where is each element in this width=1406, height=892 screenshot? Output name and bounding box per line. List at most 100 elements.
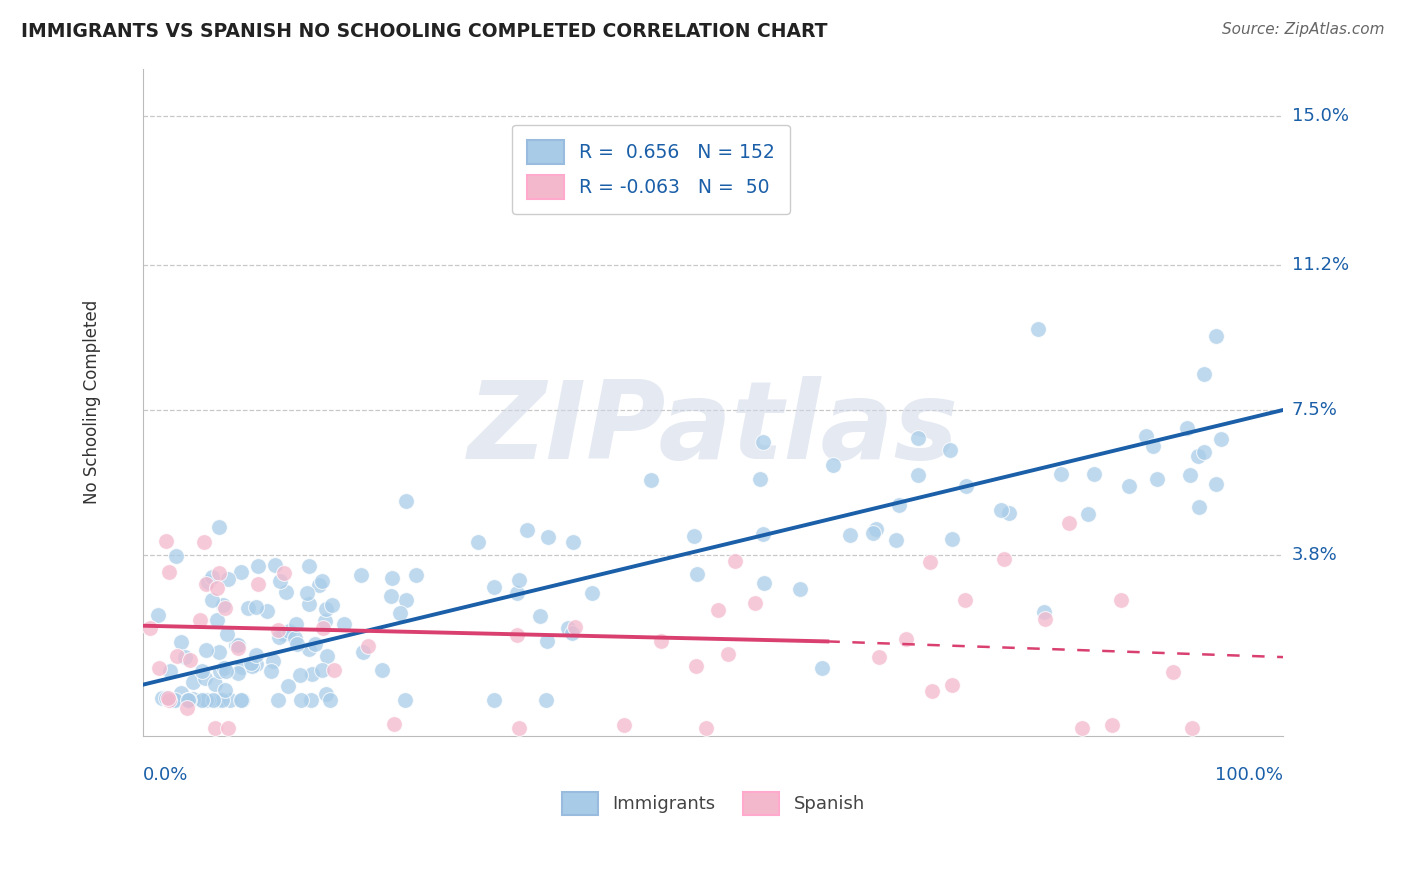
Point	[395, 493, 418, 508]
Point	[640, 473, 662, 487]
Point	[506, 586, 529, 600]
Point	[138, 621, 160, 635]
Point	[941, 677, 963, 691]
Point	[174, 649, 197, 664]
Point	[997, 506, 1019, 520]
Point	[308, 578, 330, 592]
Point	[208, 645, 231, 659]
Point	[245, 648, 267, 662]
Point	[183, 691, 205, 706]
Point	[146, 607, 169, 622]
Point	[752, 435, 775, 450]
Point	[685, 659, 707, 673]
Point	[297, 559, 319, 574]
Point	[484, 693, 506, 707]
Point	[214, 661, 236, 675]
Point	[159, 693, 181, 707]
Point	[197, 575, 219, 590]
Point	[246, 576, 269, 591]
Point	[229, 565, 252, 579]
Point	[214, 601, 236, 615]
Point	[177, 693, 200, 707]
Legend: Immigrants, Spanish: Immigrants, Spanish	[555, 785, 872, 822]
Point	[188, 613, 211, 627]
Point	[537, 530, 560, 544]
Point	[169, 635, 191, 649]
Point	[887, 498, 910, 512]
Point	[290, 693, 312, 707]
Point	[298, 641, 321, 656]
Point	[1057, 516, 1080, 531]
Point	[267, 630, 290, 644]
Point	[1035, 612, 1057, 626]
Point	[388, 606, 411, 620]
Point	[225, 638, 247, 652]
Point	[159, 665, 181, 679]
Point	[865, 522, 887, 536]
Point	[191, 693, 214, 707]
Point	[150, 691, 173, 706]
Point	[322, 663, 344, 677]
Text: 11.2%: 11.2%	[1292, 256, 1348, 274]
Point	[231, 693, 253, 707]
Point	[162, 693, 184, 707]
Point	[312, 621, 335, 635]
Point	[201, 593, 224, 607]
Point	[751, 526, 773, 541]
Point	[240, 656, 263, 670]
Point	[508, 721, 530, 735]
Point	[179, 653, 201, 667]
Point	[821, 458, 844, 472]
Text: 3.8%: 3.8%	[1292, 546, 1337, 564]
Point	[349, 567, 371, 582]
Point	[1118, 479, 1140, 493]
Point	[918, 555, 941, 569]
Point	[166, 649, 188, 664]
Point	[247, 558, 270, 573]
Point	[581, 586, 603, 600]
Point	[529, 609, 551, 624]
Point	[724, 554, 747, 568]
Point	[200, 570, 222, 584]
Point	[1077, 508, 1099, 522]
Point	[267, 623, 290, 637]
Point	[204, 721, 226, 735]
Point	[1083, 467, 1105, 481]
Text: No Schooling Completed: No Schooling Completed	[83, 300, 101, 504]
Point	[155, 533, 177, 548]
Point	[204, 677, 226, 691]
Point	[262, 654, 284, 668]
Point	[1188, 500, 1211, 515]
Point	[269, 574, 291, 588]
Point	[1135, 428, 1157, 442]
Point	[194, 671, 217, 685]
Point	[839, 528, 862, 542]
Point	[245, 657, 267, 671]
Point	[211, 693, 233, 707]
Point	[190, 664, 212, 678]
Point	[215, 627, 238, 641]
Point	[179, 693, 201, 707]
Point	[194, 577, 217, 591]
Point	[148, 661, 170, 675]
Text: 0.0%: 0.0%	[143, 766, 188, 784]
Point	[207, 613, 229, 627]
Point	[717, 647, 740, 661]
Point	[682, 529, 704, 543]
Point	[907, 431, 929, 445]
Point	[177, 693, 200, 707]
Point	[181, 674, 204, 689]
Point	[381, 572, 404, 586]
Point	[288, 668, 311, 682]
Point	[256, 604, 278, 618]
Point	[267, 693, 290, 707]
Point	[516, 523, 538, 537]
Point	[1050, 467, 1073, 482]
Point	[939, 442, 962, 457]
Point	[260, 664, 283, 678]
Point	[208, 519, 231, 533]
Point	[811, 661, 834, 675]
Point	[993, 552, 1015, 566]
Point	[1026, 322, 1049, 336]
Point	[380, 589, 402, 603]
